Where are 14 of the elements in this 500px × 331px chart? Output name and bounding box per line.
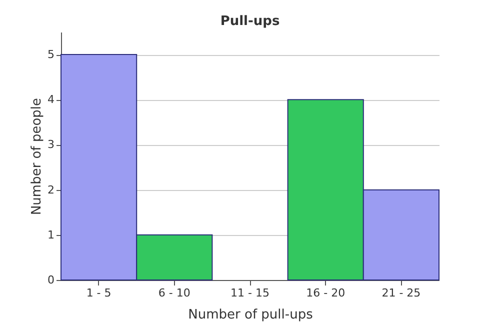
y-axis-title: Number of people xyxy=(30,98,44,216)
x-axis-title: Number of pull-ups xyxy=(188,308,314,322)
x-tick-label: 21 - 25 xyxy=(382,286,421,300)
x-tick-label: 11 - 15 xyxy=(230,286,270,300)
x-tick-label: 6 - 10 xyxy=(158,286,190,300)
x-tick-label: 16 - 20 xyxy=(306,286,346,300)
x-tick-label: 1 - 5 xyxy=(86,286,112,300)
y-tick-label: 0 xyxy=(48,274,54,286)
y-tick-label: 4 xyxy=(48,93,54,106)
chart-title: Pull-ups xyxy=(220,14,280,29)
y-tick-label: 5 xyxy=(48,48,54,62)
y-tick-label: 1 xyxy=(48,228,54,242)
y-tick-label: 2 xyxy=(48,183,54,196)
y-tick-label: 3 xyxy=(48,138,54,152)
